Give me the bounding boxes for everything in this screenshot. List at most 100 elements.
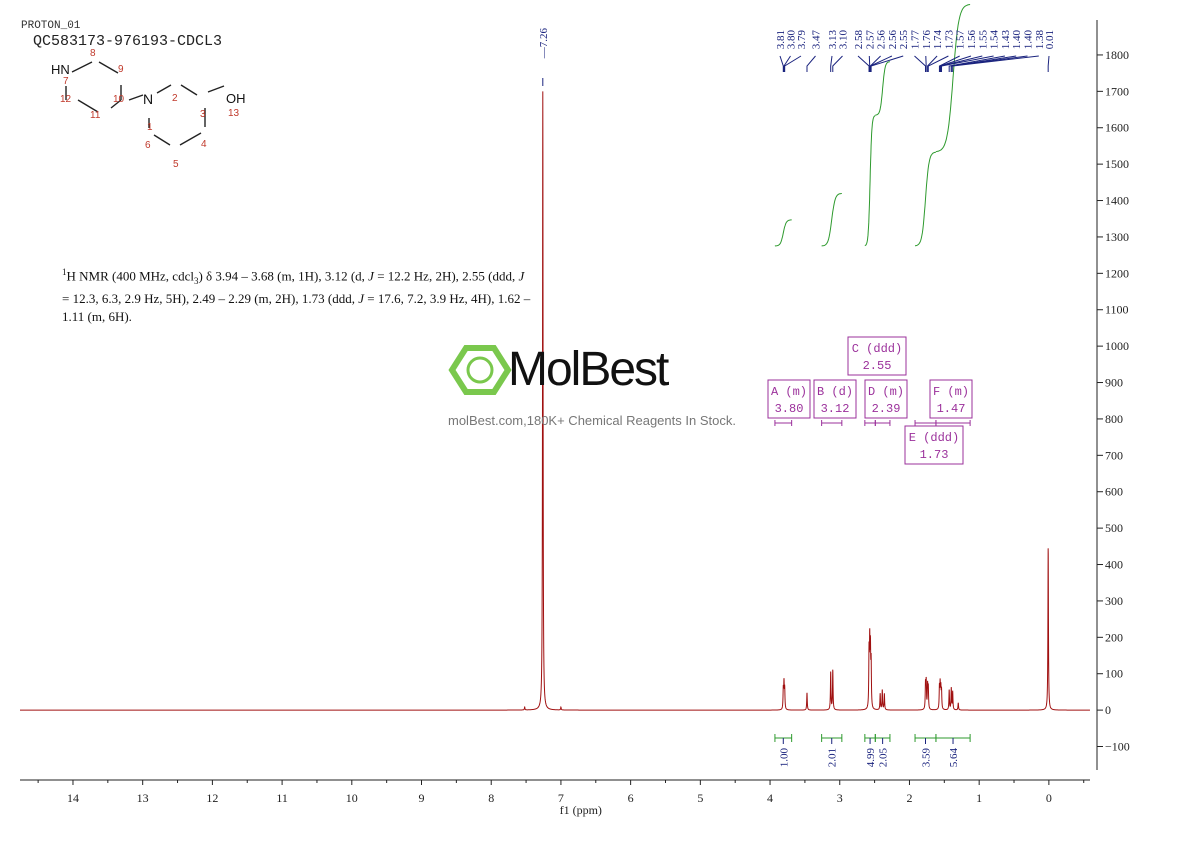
y-tick-label: 500 [1105,521,1123,535]
y-tick-label: 1000 [1105,339,1129,353]
integral-curve [821,193,842,247]
multiplet-box [813,379,857,419]
peak-label: 2.55 [898,30,910,50]
desc-text: = 17.6, 7.2, 3.9 Hz, 4H), 1.62 – 1.11 (m… [62,290,531,324]
x-tick-label: 0 [1046,791,1052,805]
peak-label-connector [927,55,938,72]
integral-curve [864,115,876,247]
peak-label: 0.01 [1044,30,1056,49]
x-tick-label: 11 [276,791,288,805]
peak-label: 1.77 [910,30,922,50]
y-tick-label: 1300 [1105,230,1129,244]
molecule-structure: HN N OH 1 2 3 4 5 6 7 8 9 10 11 12 13 [51,48,246,170]
peak-label-connector [940,55,983,72]
multiplet-shift: 3.12 [821,402,850,416]
peak-label: 3.79 [796,30,808,50]
x-tick-label: 1 [976,791,982,805]
y-tick-label: 300 [1105,594,1123,608]
peak-label-connector [806,55,816,72]
peak-label-connector [784,55,802,72]
experiment-name: PROTON_01 [21,20,81,32]
multiplet-shift: 3.80 [775,402,804,416]
y-tick-label: 1700 [1105,84,1129,98]
integral-curve [914,151,936,247]
peak-label-connector [869,55,893,72]
molbest-logo-icon [448,345,512,395]
multiplet-box [864,379,908,419]
desc-sup: 1 [62,267,67,277]
x-tick-label: 12 [206,791,218,805]
y-tick-label: 1500 [1105,157,1129,171]
peak-label: 3.80 [786,30,798,50]
peak-label: 1.54 [989,30,1001,50]
desc-text: = 12.2 Hz, 2H), 2.55 (ddd, [373,268,519,284]
peak-label-connector [950,55,1028,72]
y-tick-label: 800 [1105,412,1123,426]
sample-name: QC583173-976193-CDCL3 [33,33,223,50]
multiplet-shift: 2.39 [872,402,901,416]
peak-label-connector [857,55,870,72]
peak-label: 2.58 [853,30,865,50]
peak-label-connector [952,55,1039,72]
y-tick-label: 1600 [1105,121,1129,135]
integral-value: 1.00 [778,748,790,768]
peak-label: 3.81 [775,30,787,49]
multiplet-box [904,425,964,465]
y-tick-label: 200 [1105,630,1123,644]
multiplet-label: A (m) [771,385,807,399]
atom-oh: OH [226,91,246,106]
atom-number: 6 [145,140,151,151]
atom-n: N [143,91,153,107]
x-tick-label: 14 [67,791,79,805]
watermark-url: molBest.com,180K+ Chemical Reagents In S… [448,413,736,428]
atom-number: 10 [113,94,125,105]
x-tick-label: 8 [488,791,494,805]
desc-sub: 3 [193,275,199,286]
peak-label: 1.43 [1000,30,1012,50]
desc-text: H NMR (400 MHz, cdcl [66,268,194,284]
x-tick-label: 3 [837,791,843,805]
multiplet-shift: 1.47 [937,402,966,416]
multiplet-box [847,336,907,376]
nmr-description: 1H NMR (400 MHz, cdcl3) δ 3.94 – 3.68 (m… [62,263,532,326]
multiplet-label: C (ddd) [852,342,902,356]
y-tick-label: 0 [1105,703,1111,717]
solvent-peak-label: —7.26 [538,28,550,60]
multiplet-label: B (d) [817,385,853,399]
multiplet-label: F (m) [933,385,969,399]
y-tick-label: 1100 [1105,303,1129,317]
y-tick-label: −100 [1105,740,1130,754]
peak-label-connector [832,55,843,72]
desc-j: J [358,290,364,306]
peak-label: 1.56 [966,30,978,50]
atom-number: 12 [60,94,72,105]
y-tick-label: 600 [1105,485,1123,499]
atom-number: 5 [173,159,179,170]
peak-label: 1.57 [955,30,967,50]
x-tick-label: 7 [558,791,564,805]
y-tick-label: 1800 [1105,48,1129,62]
peak-label-connector [948,55,1005,72]
peak-label: 3.10 [838,30,850,50]
peak-label: 1.73 [943,30,955,50]
peak-label-connector [870,55,904,72]
desc-j: J [518,268,525,284]
peak-label: 2.57 [864,30,876,50]
integral-value: 4.99 [865,748,877,768]
desc-j: J [368,268,374,284]
peak-label: 3.47 [811,30,823,50]
atom-number: 4 [201,139,207,150]
atom-number: 2 [172,93,178,104]
atom-number: 7 [63,76,69,87]
integral-value: 3.59 [920,748,932,768]
y-tick-label: 700 [1105,448,1123,462]
x-tick-label: 5 [697,791,703,805]
atom-number: 3 [200,109,206,120]
multiplet-shift: 1.73 [920,448,949,462]
integral-value: 2.05 [878,748,890,768]
peak-label-connector [914,55,926,72]
peak-label-connector [941,55,994,72]
x-tick-label: 10 [346,791,358,805]
peak-label-connector [779,55,784,72]
